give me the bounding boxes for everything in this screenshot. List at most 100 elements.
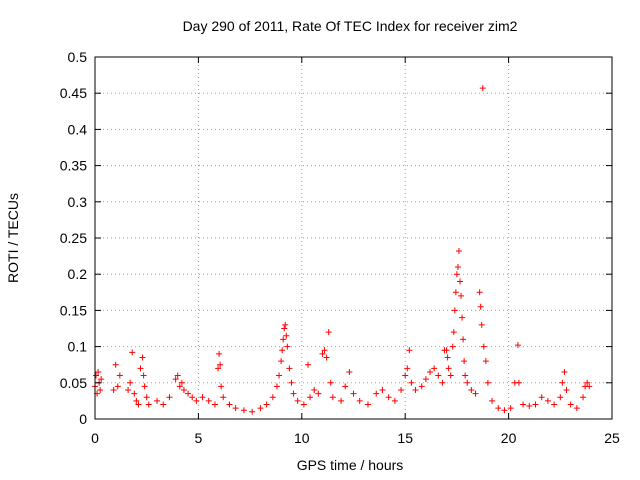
data-point bbox=[199, 394, 206, 401]
data-point bbox=[290, 390, 297, 397]
data-point bbox=[515, 379, 522, 386]
chart-title: Day 290 of 2011, Rate Of TEC Index for r… bbox=[183, 18, 518, 34]
x-tick-label: 15 bbox=[397, 430, 413, 446]
data-point bbox=[263, 401, 270, 408]
y-tick-label: 0.45 bbox=[60, 85, 87, 101]
y-tick-label: 0.35 bbox=[60, 158, 87, 174]
data-point bbox=[185, 390, 192, 397]
data-point bbox=[129, 349, 136, 356]
data-point bbox=[300, 401, 307, 408]
data-point bbox=[240, 407, 247, 414]
data-point bbox=[356, 397, 363, 404]
data-point bbox=[346, 368, 353, 375]
data-point bbox=[379, 387, 386, 394]
data-point bbox=[567, 401, 574, 408]
data-point bbox=[495, 405, 502, 412]
data-point bbox=[468, 387, 475, 394]
data-point bbox=[232, 405, 239, 412]
data-point bbox=[143, 394, 150, 401]
data-point bbox=[464, 379, 471, 386]
data-point bbox=[580, 394, 587, 401]
data-point bbox=[178, 379, 185, 386]
data-point bbox=[538, 394, 545, 401]
data-point bbox=[284, 343, 291, 350]
data-point bbox=[479, 85, 486, 92]
data-point bbox=[462, 372, 469, 379]
data-point bbox=[95, 368, 102, 375]
data-point bbox=[453, 271, 460, 278]
y-tick-label: 0.25 bbox=[60, 230, 87, 246]
y-tick-label: 0.2 bbox=[68, 266, 88, 282]
data-point bbox=[216, 350, 223, 357]
data-point bbox=[205, 397, 212, 404]
data-point bbox=[342, 383, 349, 390]
data-point bbox=[478, 321, 485, 328]
data-point bbox=[135, 401, 142, 408]
data-point bbox=[114, 383, 121, 390]
x-tick-label: 0 bbox=[91, 430, 99, 446]
data-point bbox=[294, 397, 301, 404]
data-point bbox=[325, 329, 332, 336]
data-point bbox=[140, 372, 147, 379]
data-point bbox=[458, 292, 465, 299]
data-point bbox=[327, 379, 334, 386]
data-point bbox=[97, 387, 104, 394]
data-point bbox=[445, 365, 452, 372]
data-point bbox=[127, 379, 134, 386]
data-point bbox=[406, 347, 413, 354]
data-point bbox=[398, 387, 405, 394]
data-point bbox=[439, 379, 446, 386]
data-point bbox=[422, 376, 429, 383]
y-tick-label: 0.3 bbox=[68, 194, 88, 210]
data-point bbox=[139, 354, 146, 361]
plot-frame bbox=[94, 56, 613, 420]
data-point bbox=[526, 402, 533, 409]
y-tick-label: 0.1 bbox=[68, 339, 88, 355]
x-tick-label: 10 bbox=[294, 430, 310, 446]
data-point bbox=[220, 394, 227, 401]
x-tick-label: 5 bbox=[195, 430, 203, 446]
data-point bbox=[160, 401, 167, 408]
data-point bbox=[431, 365, 438, 372]
y-axis-label: ROTI / TECUs bbox=[5, 193, 21, 283]
data-point bbox=[319, 350, 326, 357]
y-tick-label: 0.05 bbox=[60, 375, 87, 391]
data-point bbox=[249, 408, 256, 415]
data-point bbox=[514, 342, 521, 349]
data-point bbox=[520, 401, 527, 408]
data-point bbox=[451, 307, 458, 314]
data-point bbox=[507, 405, 514, 412]
data-point bbox=[459, 314, 466, 321]
data-point bbox=[273, 383, 280, 390]
data-point bbox=[211, 401, 218, 408]
data-point bbox=[455, 248, 462, 255]
data-point bbox=[551, 401, 558, 408]
data-point bbox=[176, 383, 183, 390]
data-point bbox=[279, 347, 286, 354]
data-point bbox=[557, 394, 564, 401]
data-point bbox=[307, 394, 314, 401]
x-axis-label: GPS time / hours bbox=[297, 457, 404, 473]
data-point bbox=[110, 387, 117, 394]
data-point bbox=[373, 390, 380, 397]
data-point bbox=[427, 368, 434, 375]
data-point bbox=[584, 379, 591, 386]
data-point bbox=[174, 372, 181, 379]
data-point bbox=[280, 336, 287, 343]
y-tick-label: 0.15 bbox=[60, 302, 87, 318]
data-point bbox=[145, 401, 152, 408]
data-point bbox=[286, 365, 293, 372]
data-point bbox=[257, 405, 264, 412]
data-point bbox=[180, 387, 187, 394]
data-point bbox=[444, 354, 451, 361]
data-point bbox=[311, 387, 318, 394]
data-point bbox=[154, 397, 161, 404]
data-point bbox=[391, 397, 398, 404]
data-point bbox=[305, 361, 312, 368]
data-point bbox=[329, 394, 336, 401]
y-tick-label: 0 bbox=[79, 411, 87, 427]
data-points bbox=[92, 85, 593, 415]
data-point bbox=[282, 321, 289, 328]
